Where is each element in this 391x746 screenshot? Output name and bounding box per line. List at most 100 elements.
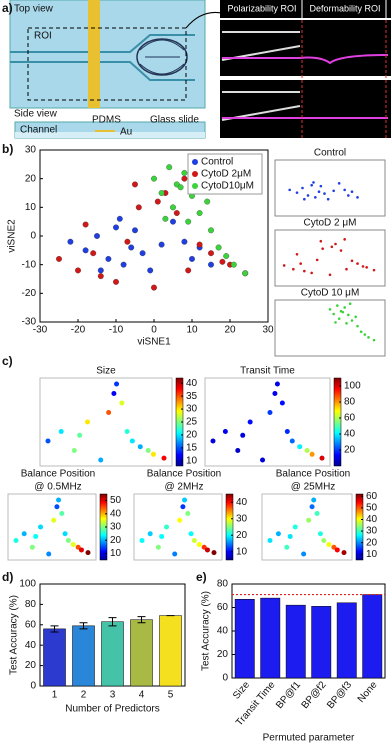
colorbar-tick-label: 100 — [344, 381, 361, 392]
point — [177, 517, 183, 523]
point — [82, 247, 89, 254]
colorbar-tick-label: 50 — [110, 495, 122, 506]
axes-frame — [231, 583, 386, 679]
point — [240, 432, 246, 438]
inset-point — [299, 262, 302, 265]
point — [85, 550, 91, 556]
inset-point — [334, 321, 337, 324]
roi-divider — [301, 0, 387, 18]
inset-point — [341, 310, 345, 314]
x-tick-label: -10 — [109, 325, 124, 336]
y-tick-label: 60 — [25, 619, 37, 630]
inset-point — [303, 269, 306, 273]
y-tick-label: 100 — [19, 579, 36, 590]
point — [70, 542, 76, 548]
point — [260, 457, 266, 463]
roi-label: Polarizability ROI — [227, 3, 296, 13]
point — [204, 547, 210, 553]
roi-box — [27, 27, 187, 101]
point — [13, 538, 19, 543]
inset-point — [367, 336, 370, 339]
point — [242, 270, 249, 277]
bar — [234, 599, 255, 679]
inset-point — [319, 184, 323, 188]
x-tick-label: 10 — [186, 325, 198, 336]
channel-edges — [221, 31, 301, 121]
colorbar-tick-label: 50 — [366, 503, 378, 514]
point — [208, 227, 214, 234]
point — [54, 504, 60, 510]
point — [287, 533, 293, 539]
top-view-diagram — [9, 0, 233, 139]
colorbar-tick-label: 20 — [186, 430, 198, 441]
y-tick-label: 0 — [30, 231, 36, 242]
point — [97, 267, 104, 274]
inset-point — [295, 252, 299, 256]
point — [113, 278, 119, 285]
point — [314, 511, 320, 516]
plot-frame — [7, 493, 97, 561]
point — [46, 551, 52, 557]
point — [191, 538, 197, 543]
x-axis-label: Number of Predictors — [65, 704, 159, 715]
point — [51, 517, 57, 523]
point — [38, 524, 44, 530]
glass — [15, 132, 205, 138]
point — [311, 497, 317, 503]
y-tick-label: -20 — [22, 288, 37, 299]
point — [124, 429, 130, 434]
inset-point — [310, 183, 313, 187]
inset-point — [372, 268, 376, 272]
point — [139, 250, 146, 257]
colorbar-tick-label: 30 — [236, 513, 248, 524]
point — [164, 524, 170, 530]
legend-marker — [192, 183, 198, 189]
point — [147, 531, 153, 537]
point — [114, 381, 120, 387]
point — [319, 455, 325, 461]
inset-point — [330, 245, 334, 249]
y-tick-label: 0 — [30, 681, 36, 692]
point — [334, 547, 340, 553]
point — [129, 438, 135, 444]
point — [166, 164, 173, 171]
y-tick-label: -10 — [22, 259, 37, 270]
inset-point — [319, 239, 323, 243]
inset-point — [356, 324, 359, 328]
x-tick-label: 0 — [151, 325, 157, 336]
y-tick-label: 20 — [25, 660, 37, 671]
point — [267, 538, 273, 543]
error-bar — [108, 617, 117, 627]
point — [116, 215, 123, 222]
point — [158, 190, 165, 196]
point — [284, 429, 290, 434]
inset-point — [306, 194, 310, 197]
y-tick-label: 0 — [222, 673, 228, 684]
point — [215, 244, 222, 251]
inset-point — [295, 191, 299, 194]
point — [120, 261, 127, 268]
point — [181, 169, 188, 176]
x-tick-label: BP@f1 — [274, 679, 303, 711]
point — [90, 250, 97, 257]
point — [145, 448, 151, 453]
inset-point — [315, 258, 319, 262]
point — [185, 511, 191, 516]
colorbar-tick-label: 25 — [186, 417, 198, 428]
bar — [72, 625, 95, 687]
point — [306, 517, 312, 523]
y-tick-label: 60 — [217, 602, 229, 613]
colorbar-tick-label: 40 — [344, 429, 356, 440]
chart-title: Balance Position — [21, 469, 96, 480]
point — [173, 210, 180, 217]
colorbar-tick-label: 80 — [344, 397, 356, 408]
inset-point — [356, 262, 359, 265]
x-tick-label: -30 — [33, 325, 48, 336]
inset-point — [350, 190, 354, 194]
point — [279, 400, 285, 406]
colorbar — [333, 377, 342, 467]
inset-title: CytoD 10 μM — [301, 288, 360, 299]
point — [151, 175, 157, 182]
inset-point — [336, 304, 339, 307]
point — [301, 551, 307, 557]
